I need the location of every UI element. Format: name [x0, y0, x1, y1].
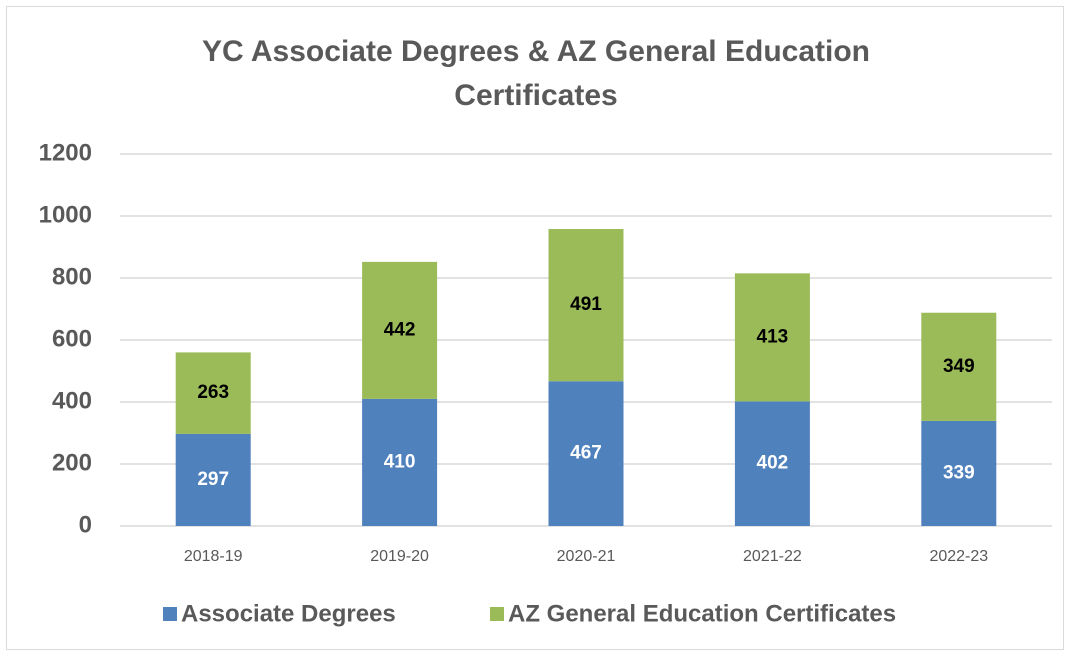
y-tick-label: 800	[52, 263, 92, 290]
data-label: 413	[757, 326, 789, 347]
bar-segment	[362, 398, 438, 526]
data-label: 402	[757, 453, 789, 474]
data-label: 442	[384, 319, 416, 340]
data-label: 339	[943, 462, 975, 483]
bar-segment	[548, 229, 624, 382]
x-tick-label: 2018-19	[184, 548, 243, 565]
chart-title: YC Associate Degrees & AZ General Educat…	[202, 35, 870, 112]
legend-swatch	[490, 607, 504, 621]
bar-segment	[734, 273, 810, 402]
bar-segment	[362, 261, 438, 399]
data-label: 349	[943, 356, 975, 377]
y-tick-label: 600	[52, 325, 92, 352]
data-label: 467	[570, 443, 602, 464]
y-tick-label: 1000	[39, 201, 92, 228]
bar-segment	[921, 420, 997, 526]
bar-segment	[921, 312, 997, 421]
chart-frame	[6, 6, 1064, 650]
x-tick-label: 2021-22	[743, 548, 802, 565]
y-tick-label: 0	[79, 511, 92, 538]
data-label: 491	[570, 294, 602, 315]
x-tick-label: 2022-23	[929, 548, 988, 565]
legend-label: AZ General Education Certificates	[508, 600, 896, 627]
bar-segment	[175, 433, 251, 526]
y-tick-label: 1200	[39, 139, 92, 166]
legend-label: Associate Degrees	[181, 600, 396, 627]
data-label: 410	[384, 451, 416, 472]
legend-swatch	[163, 607, 177, 621]
y-tick-label: 200	[52, 449, 92, 476]
x-tick-label: 2019-20	[370, 548, 429, 565]
x-tick-label: 2020-21	[557, 548, 616, 565]
data-label: 263	[197, 382, 229, 403]
y-tick-label: 400	[52, 387, 92, 414]
data-label: 297	[197, 469, 229, 490]
bar-segment	[548, 381, 624, 526]
bar-segment	[734, 401, 810, 526]
bar-segment	[175, 352, 251, 434]
